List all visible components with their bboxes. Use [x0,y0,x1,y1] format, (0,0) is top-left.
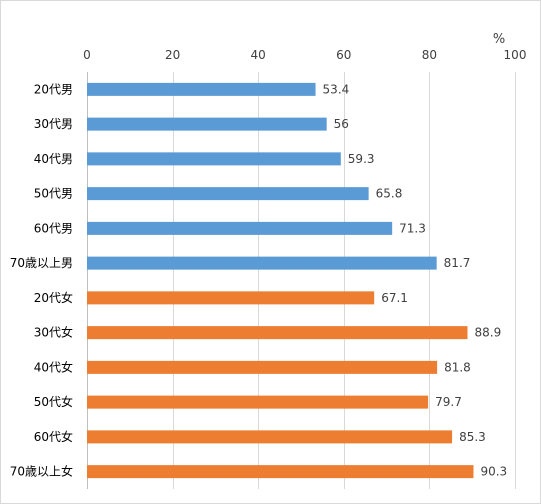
bar-12 [87,465,474,479]
bar-1 [87,82,316,96]
data-label: 79.7 [435,395,462,409]
data-label: 88.9 [474,326,501,340]
bar-9 [87,360,438,374]
bar-6 [87,256,437,270]
category-label: 60代男 [34,221,73,235]
category-label: 70歳以上女 [10,464,73,479]
bar-10 [87,395,429,409]
data-label: 81.7 [444,256,471,270]
grid-layer [87,72,516,489]
category-label: 30代男 [34,117,73,131]
category-label: 30代女 [34,325,73,340]
data-label: 53.4 [323,82,350,96]
data-labels: 53.4 56 59.3 65.8 71.3 81.7 67.1 88.9 81.8 79.7 85… [323,82,508,478]
category-label: 50代男 [34,187,73,201]
bar-8 [87,326,468,340]
x-tick-label: 60 [336,48,351,62]
category-label: 40代男 [34,152,73,166]
x-axis: 0 20 40 60 80 100 [83,48,526,62]
bar-7 [87,291,375,305]
bar-11 [87,430,453,444]
x-tick-label: 80 [422,48,437,62]
category-label: 60代女 [34,429,73,444]
category-label: 20代女 [34,290,73,305]
bar-5 [87,221,393,235]
x-tick-label: 100 [504,48,527,62]
category-label: 70歳以上男 [10,256,73,270]
data-label: 67.1 [381,291,408,305]
y-axis: 20代男 30代男 40代男 50代男 60代男 70歳以上男 20代女 30代女 40代女 50… [10,82,73,478]
data-label: 56 [334,117,349,131]
bar-3 [87,152,341,166]
category-label: 50代女 [34,394,73,409]
category-label: 20代男 [34,82,73,96]
bars [87,82,474,479]
data-label: 65.8 [376,187,403,201]
x-tick-label: 40 [251,48,266,62]
bar-2 [87,117,327,131]
data-label: 81.8 [444,360,471,374]
data-label: 85.3 [459,430,486,444]
bar-4 [87,187,369,201]
data-label: 71.3 [399,221,426,235]
data-label: 59.3 [348,152,375,166]
data-label: 90.3 [480,465,507,479]
category-label: 40代女 [34,359,73,374]
x-tick-label: 20 [165,48,180,62]
x-tick-label: 0 [83,48,91,62]
unit-label: % [493,32,505,47]
